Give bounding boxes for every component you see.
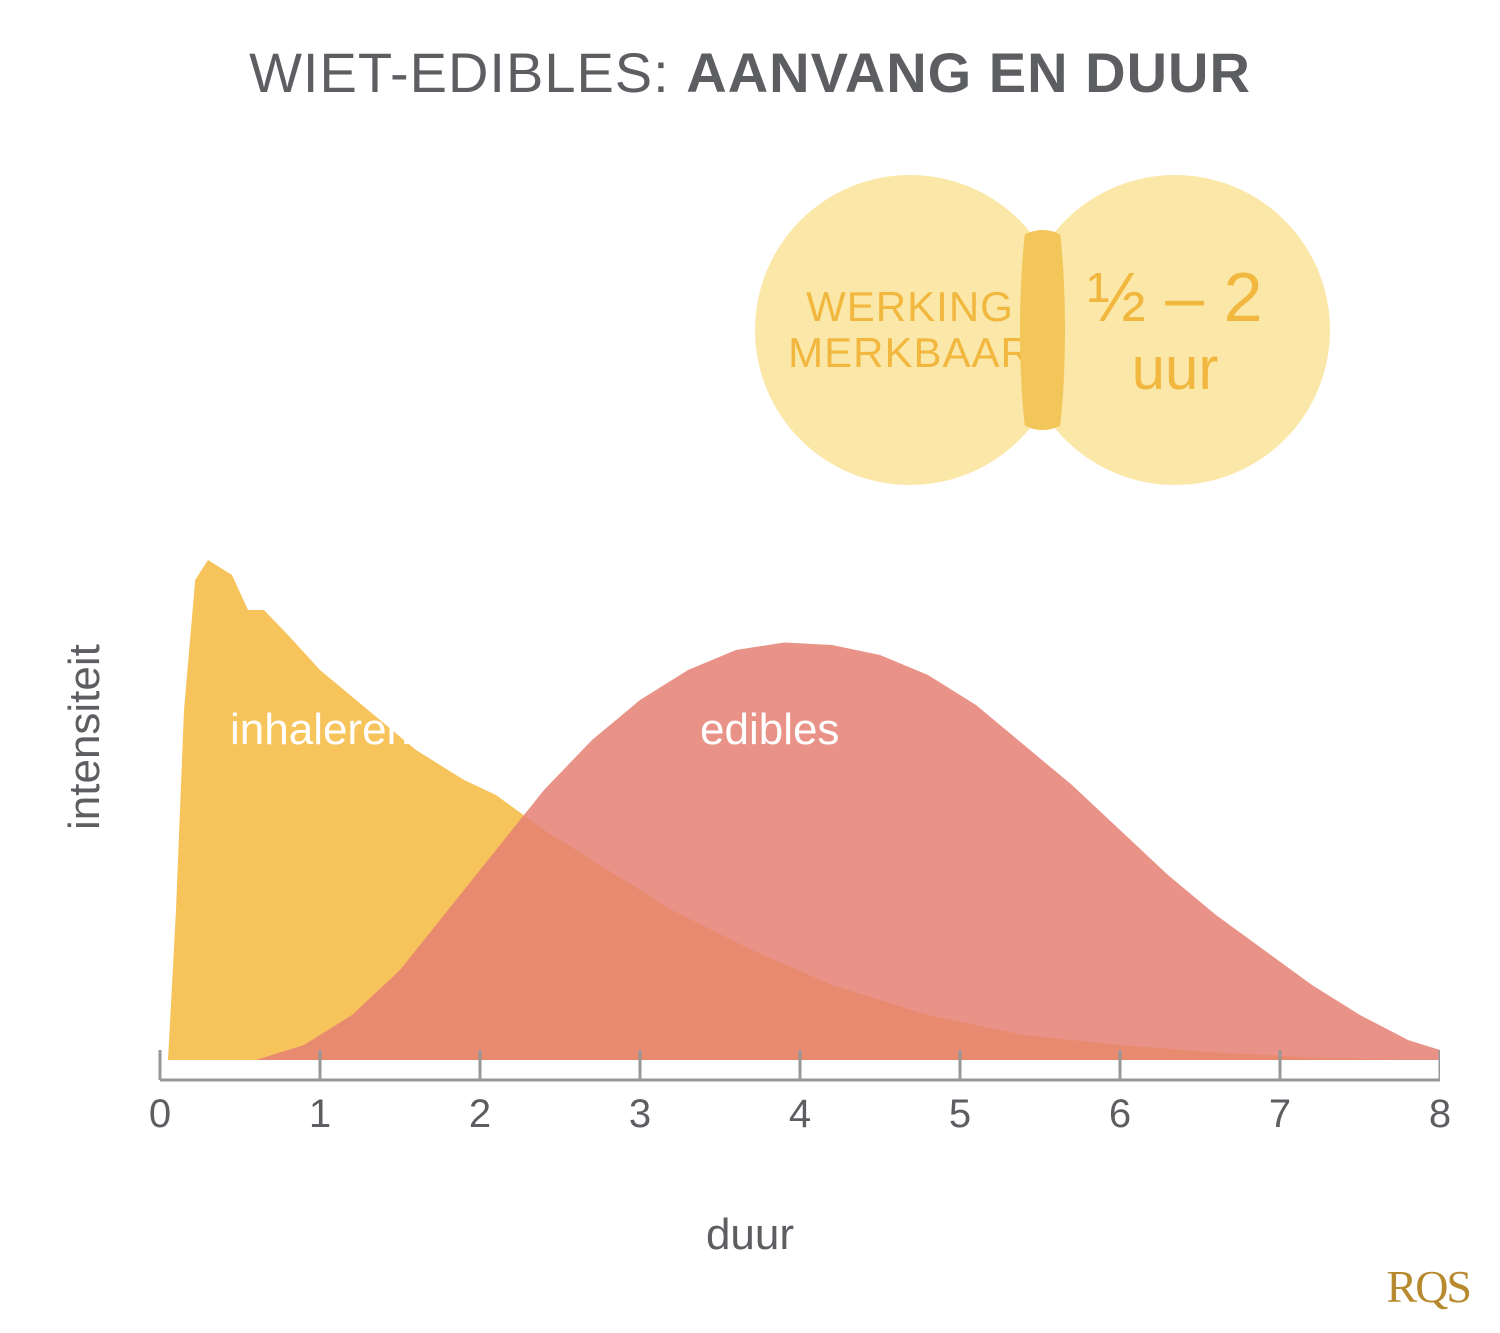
title-bold: AANVANG EN DUUR — [686, 41, 1251, 104]
x-tick-label: 7 — [1269, 1092, 1291, 1137]
x-tick-label: 4 — [789, 1092, 811, 1137]
page-title: WIET-EDIBLES: AANVANG EN DUUR — [0, 40, 1500, 105]
venn-right-text: ½ – 2 uur — [1087, 259, 1262, 402]
x-axis-label: duur — [0, 1210, 1500, 1260]
venn-left-text: WERKING MERKBAAR — [788, 284, 1032, 376]
x-tick-label: 5 — [949, 1092, 971, 1137]
page: WIET-EDIBLES: AANVANG EN DUUR WERKING ME… — [0, 0, 1500, 1333]
logo: RQS — [1387, 1260, 1470, 1313]
title-light: WIET-EDIBLES: — [249, 41, 670, 104]
x-tick-label: 6 — [1109, 1092, 1131, 1137]
y-axis-label: intensiteit — [60, 644, 110, 830]
venn-right-circle: ½ – 2 uur — [1020, 175, 1330, 485]
chart-area — [110, 560, 1440, 1120]
venn-lens — [1020, 175, 1065, 485]
series-label-edibles: edibles — [700, 705, 839, 755]
chart-svg — [110, 560, 1440, 1120]
x-tick-label: 3 — [629, 1092, 651, 1137]
venn-left-circle: WERKING MERKBAAR — [755, 175, 1065, 485]
series-label-inhaleren: inhaleren — [230, 705, 411, 755]
x-tick-label: 1 — [309, 1092, 331, 1137]
x-tick-label: 8 — [1429, 1092, 1451, 1137]
x-tick-label: 2 — [469, 1092, 491, 1137]
x-tick-label: 0 — [149, 1092, 171, 1137]
